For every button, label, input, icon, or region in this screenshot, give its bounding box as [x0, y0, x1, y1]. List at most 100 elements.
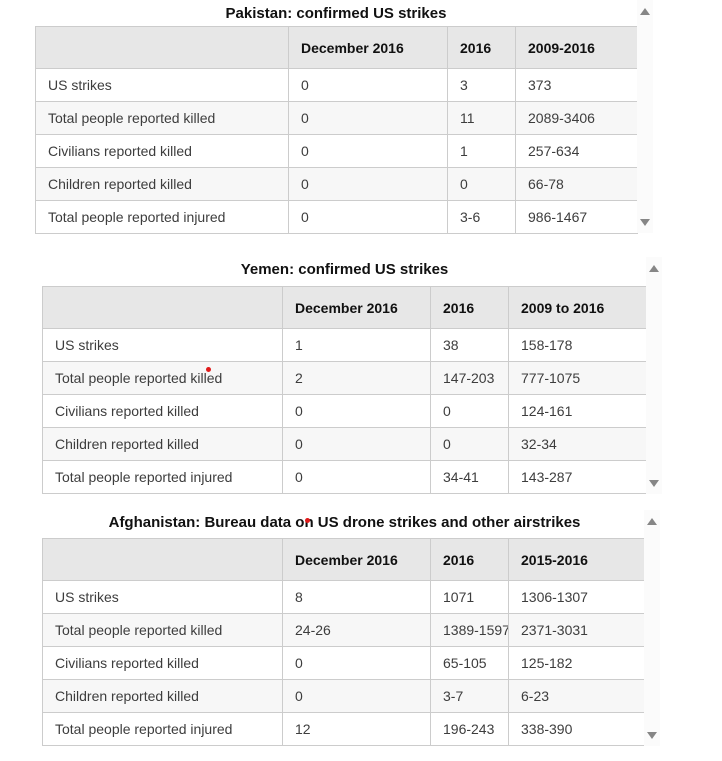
table-yemen: December 2016 2016 2009 to 2016 US strik… [42, 286, 648, 494]
table-row: US strikes 8 1071 1306-1307 [42, 580, 648, 614]
scrollbar-track[interactable] [646, 257, 662, 494]
scroll-down-button[interactable] [644, 728, 660, 742]
table-row: Civilians reported killed 0 0 124-161 [42, 394, 648, 428]
row-label: US strikes [42, 580, 283, 614]
value-cell: 0 [282, 394, 431, 428]
table-row: Total people reported killed 2 147-203 7… [42, 361, 648, 395]
value-cell: 1 [282, 328, 431, 362]
value-cell: 6-23 [508, 679, 648, 713]
table-row: Civilians reported killed 0 1 257-634 [35, 134, 638, 168]
value-cell: 34-41 [430, 460, 509, 494]
header-row: December 2016 2016 2009-2016 [35, 26, 638, 69]
value-cell: 32-34 [508, 427, 648, 461]
table-row: Children reported killed 0 0 32-34 [42, 427, 648, 461]
value-cell: 0 [288, 200, 448, 234]
header-cell-2016: 2016 [430, 538, 509, 581]
table-pakistan: December 2016 2016 2009-2016 US strikes … [35, 26, 638, 234]
row-label: Total people reported killed [42, 613, 283, 647]
table-title-afghanistan: Afghanistan: Bureau data on US drone str… [108, 514, 581, 531]
header-cell-december-2016: December 2016 [282, 286, 431, 329]
value-cell: 2 [282, 361, 431, 395]
table-row: US strikes 1 38 158-178 [42, 328, 648, 362]
value-cell: 3 [447, 68, 516, 102]
value-cell: 158-178 [508, 328, 648, 362]
table-row: Total people reported injured 0 3-6 986-… [35, 200, 638, 234]
value-cell: 3-7 [430, 679, 509, 713]
table-title-pakistan: Pakistan: confirmed US strikes [225, 5, 447, 22]
row-label: Total people reported injured [42, 460, 283, 494]
row-label: Civilians reported killed [35, 134, 289, 168]
scrollbar-track[interactable] [637, 0, 653, 233]
header-cell-blank [42, 538, 283, 581]
value-cell: 0 [288, 134, 448, 168]
table-row: Children reported killed 0 3-7 6-23 [42, 679, 648, 713]
annotation-dot-2 [305, 518, 310, 523]
table-row: Total people reported killed 24-26 1389-… [42, 613, 648, 647]
row-label: Children reported killed [42, 679, 283, 713]
header-cell-december-2016: December 2016 [288, 26, 448, 69]
table-row: Children reported killed 0 0 66-78 [35, 167, 638, 201]
scroll-up-button[interactable] [646, 261, 662, 275]
value-cell: 0 [282, 679, 431, 713]
value-cell: 0 [430, 427, 509, 461]
value-cell: 0 [282, 646, 431, 680]
value-cell: 986-1467 [515, 200, 638, 234]
value-cell: 373 [515, 68, 638, 102]
value-cell: 2089-3406 [515, 101, 638, 135]
value-cell: 38 [430, 328, 509, 362]
header-cell-range: 2009-2016 [515, 26, 638, 69]
table-afghanistan: December 2016 2016 2015-2016 US strikes … [42, 538, 648, 746]
value-cell: 0 [288, 101, 448, 135]
value-cell: 777-1075 [508, 361, 648, 395]
value-cell: 124-161 [508, 394, 648, 428]
row-label: Total people reported killed [42, 361, 283, 395]
value-cell: 8 [282, 580, 431, 614]
header-cell-december-2016: December 2016 [282, 538, 431, 581]
header-row: December 2016 2016 2015-2016 [42, 538, 648, 581]
header-row: December 2016 2016 2009 to 2016 [42, 286, 648, 329]
row-label: Total people reported injured [35, 200, 289, 234]
value-cell: 2371-3031 [508, 613, 648, 647]
value-cell: 1 [447, 134, 516, 168]
value-cell: 0 [282, 427, 431, 461]
up-triangle-icon [640, 7, 650, 15]
value-cell: 1306-1307 [508, 580, 648, 614]
header-cell-range: 2009 to 2016 [508, 286, 648, 329]
value-cell: 1071 [430, 580, 509, 614]
value-cell: 0 [282, 460, 431, 494]
value-cell: 0 [288, 68, 448, 102]
header-cell-2016: 2016 [447, 26, 516, 69]
scroll-up-button[interactable] [644, 514, 660, 528]
table-row: US strikes 0 3 373 [35, 68, 638, 102]
value-cell: 0 [447, 167, 516, 201]
value-cell: 147-203 [430, 361, 509, 395]
down-triangle-icon [649, 479, 659, 487]
scroll-down-button[interactable] [637, 215, 653, 229]
table-title-yemen: Yemen: confirmed US strikes [240, 261, 449, 278]
value-cell: 11 [447, 101, 516, 135]
value-cell: 1389-1597 [430, 613, 509, 647]
value-cell: 65-105 [430, 646, 509, 680]
scroll-up-button[interactable] [637, 4, 653, 18]
header-cell-blank [35, 26, 289, 69]
table-row: Total people reported injured 0 34-41 14… [42, 460, 648, 494]
annotation-dot-1 [206, 367, 211, 372]
table-row: Total people reported killed 0 11 2089-3… [35, 101, 638, 135]
value-cell: 12 [282, 712, 431, 746]
row-label: Total people reported killed [35, 101, 289, 135]
up-triangle-icon [649, 264, 659, 272]
scroll-down-button[interactable] [646, 476, 662, 490]
up-triangle-icon [647, 517, 657, 525]
header-cell-range: 2015-2016 [508, 538, 648, 581]
header-cell-2016: 2016 [430, 286, 509, 329]
value-cell: 3-6 [447, 200, 516, 234]
down-triangle-icon [647, 731, 657, 739]
value-cell: 338-390 [508, 712, 648, 746]
value-cell: 24-26 [282, 613, 431, 647]
row-label: US strikes [42, 328, 283, 362]
value-cell: 0 [430, 394, 509, 428]
table-row: Civilians reported killed 0 65-105 125-1… [42, 646, 648, 680]
table-row: Total people reported injured 12 196-243… [42, 712, 648, 746]
scrollbar-track[interactable] [644, 510, 660, 746]
